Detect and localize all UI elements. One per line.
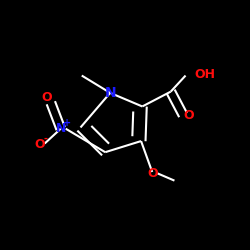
- Text: N: N: [104, 86, 116, 100]
- Text: OH: OH: [194, 68, 215, 81]
- Text: N: N: [56, 122, 66, 135]
- Text: O: O: [183, 108, 194, 122]
- Text: O: O: [147, 167, 158, 180]
- Text: +: +: [63, 118, 71, 128]
- Text: O: O: [34, 138, 45, 151]
- Text: -: -: [43, 134, 47, 144]
- Text: O: O: [42, 91, 52, 104]
